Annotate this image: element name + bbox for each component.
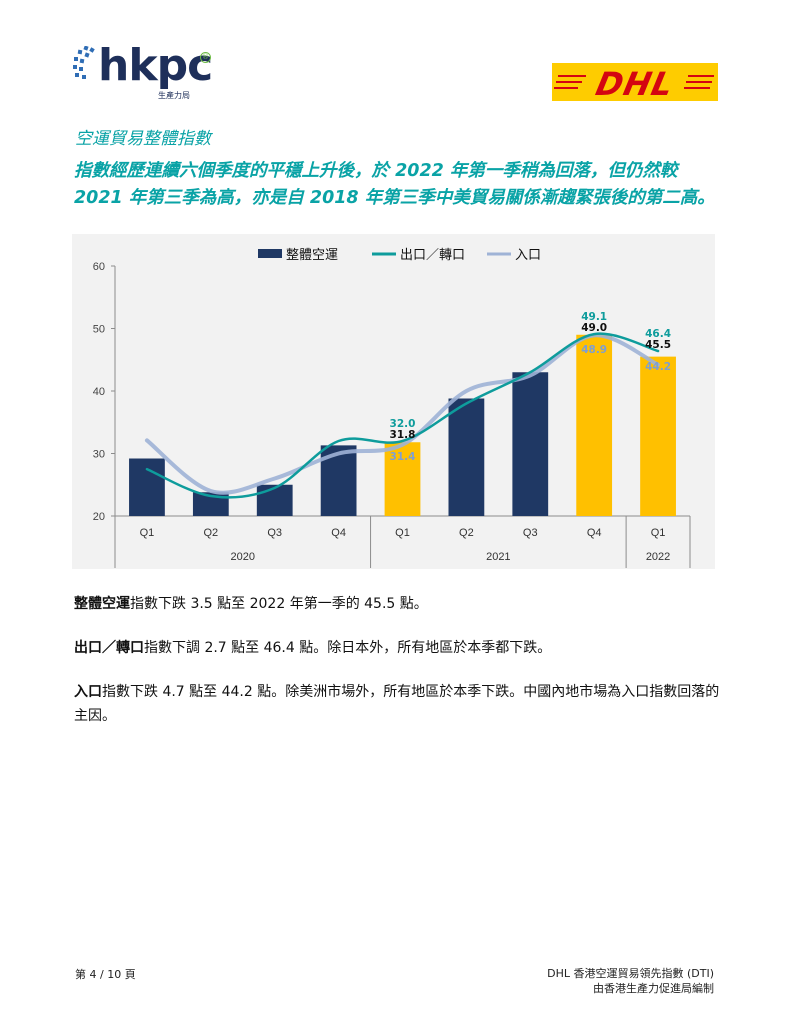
x-tick-label: Q1 [651,527,666,539]
footer-title: DHL 香港空運貿易領先指數 (DTI) [547,967,714,980]
bar [640,356,676,516]
x-tick-label: Q2 [203,527,218,539]
chart-lines [144,332,661,499]
section-title: 空運貿易整體指數 [75,129,211,149]
bar [256,484,293,516]
x-tick-label: Q1 [395,527,410,539]
y-tick-label: 50 [93,324,105,336]
data-label-import: 31.4 [390,451,416,463]
paragraph-import: 入口指數下跌 4.7 點至 44.2 點。除美洲市場外，所有地區於本季下跌。中國… [74,680,724,728]
dti-chart: 整體空運 出口／轉口 入口 20 30 40 50 60 Q1 Q2 Q3 Q4 Q1 Q2 Q3 Q4 Q1… [72,234,715,569]
footer-compiled-by: 由香港生產力促進局編制 [593,982,714,995]
hkpc-subtitle: 生產力局 [158,91,190,100]
bar [129,458,165,516]
data-label-export: 49.1 [581,311,607,323]
hkpc-wordmark: hkpc [98,40,213,91]
legend-label: 出口／轉口 [400,248,465,263]
chart-legend: 整體空運 出口／轉口 入口 [258,248,541,263]
paragraph-overall-text: 指數下跌 3.5 點至 2022 年第一季的 45.5 點。 [130,596,428,612]
chart-bars [129,334,676,516]
dhl-wordmark: DHL [592,65,678,103]
x-tick-label: Q3 [523,527,538,539]
paragraph-import-label: 入口 [74,684,102,700]
bar [448,398,485,516]
dhl-logo: DHL [552,63,718,103]
x-tick-label: Q2 [459,527,474,539]
hkpc-dots-icon [73,46,95,79]
bar [512,372,549,516]
paragraph-export: 出口／轉口指數下調 2.7 點至 46.4 點。除日本外，所有地區於本季都下跌。 [74,636,724,660]
legend-label: 整體空運 [286,248,338,263]
legend-label: 入口 [515,248,541,263]
registered-mark: ® [200,52,211,63]
x-tick-label: Q1 [140,527,155,539]
x-tick-label: Q4 [587,527,602,539]
paragraph-export-label: 出口／轉口 [74,640,144,656]
hkpc-logo: hkpc ® 生產力局 [72,40,222,106]
paragraph-export-text: 指數下調 2.7 點至 46.4 點。除日本外，所有地區於本季都下跌。 [144,640,552,656]
x-year-label: 2022 [646,551,670,563]
y-tick-label: 60 [93,261,105,273]
bar [384,442,421,516]
y-tick-label: 30 [93,449,105,461]
data-label-export: 32.0 [390,418,416,430]
x-year-label: 2021 [486,551,510,563]
paragraph-overall: 整體空運指數下跌 3.5 點至 2022 年第一季的 45.5 點。 [74,592,724,616]
paragraph-overall-label: 整體空運 [74,596,130,612]
headline: 指數經歷連續六個季度的平穩上升後，於 2022 年第一季稍為回落，但仍然較 20… [74,161,715,208]
footer-source: DHL 香港空運貿易領先指數 (DTI) 由香港生產力促進局編制 [440,966,714,996]
y-tick-label: 40 [93,386,105,398]
data-label-overall: 49.0 [581,322,607,334]
y-tick-label: 20 [93,511,105,523]
chart-data-labels: 32.031.8 31.4 49.149.0 48.9 46.445.5 44.2 [390,311,671,463]
data-label-overall: 45.5 [645,339,671,351]
x-year-label: 2020 [231,551,255,563]
data-label-import: 48.9 [581,344,607,356]
legend-swatch-bar [258,249,282,258]
x-tick-label: Q4 [331,527,346,539]
data-label-overall: 31.8 [390,429,416,441]
bar [576,334,613,516]
chart-svg: 整體空運 出口／轉口 入口 20 30 40 50 60 Q1 Q2 Q3 Q4 Q1 Q2 Q3 Q4 Q1… [93,248,691,568]
data-label-import: 44.2 [645,361,671,373]
footer-page-number: 第 4 / 10 頁 [75,968,136,981]
export-line [145,332,660,499]
paragraph-import-text: 指數下跌 4.7 點至 44.2 點。除美洲市場外，所有地區於本季下跌。中國內地… [74,684,720,724]
x-tick-label: Q3 [267,527,282,539]
data-label-export: 46.4 [645,328,671,340]
